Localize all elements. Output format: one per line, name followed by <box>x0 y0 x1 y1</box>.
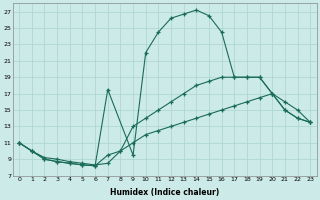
X-axis label: Humidex (Indice chaleur): Humidex (Indice chaleur) <box>110 188 219 197</box>
